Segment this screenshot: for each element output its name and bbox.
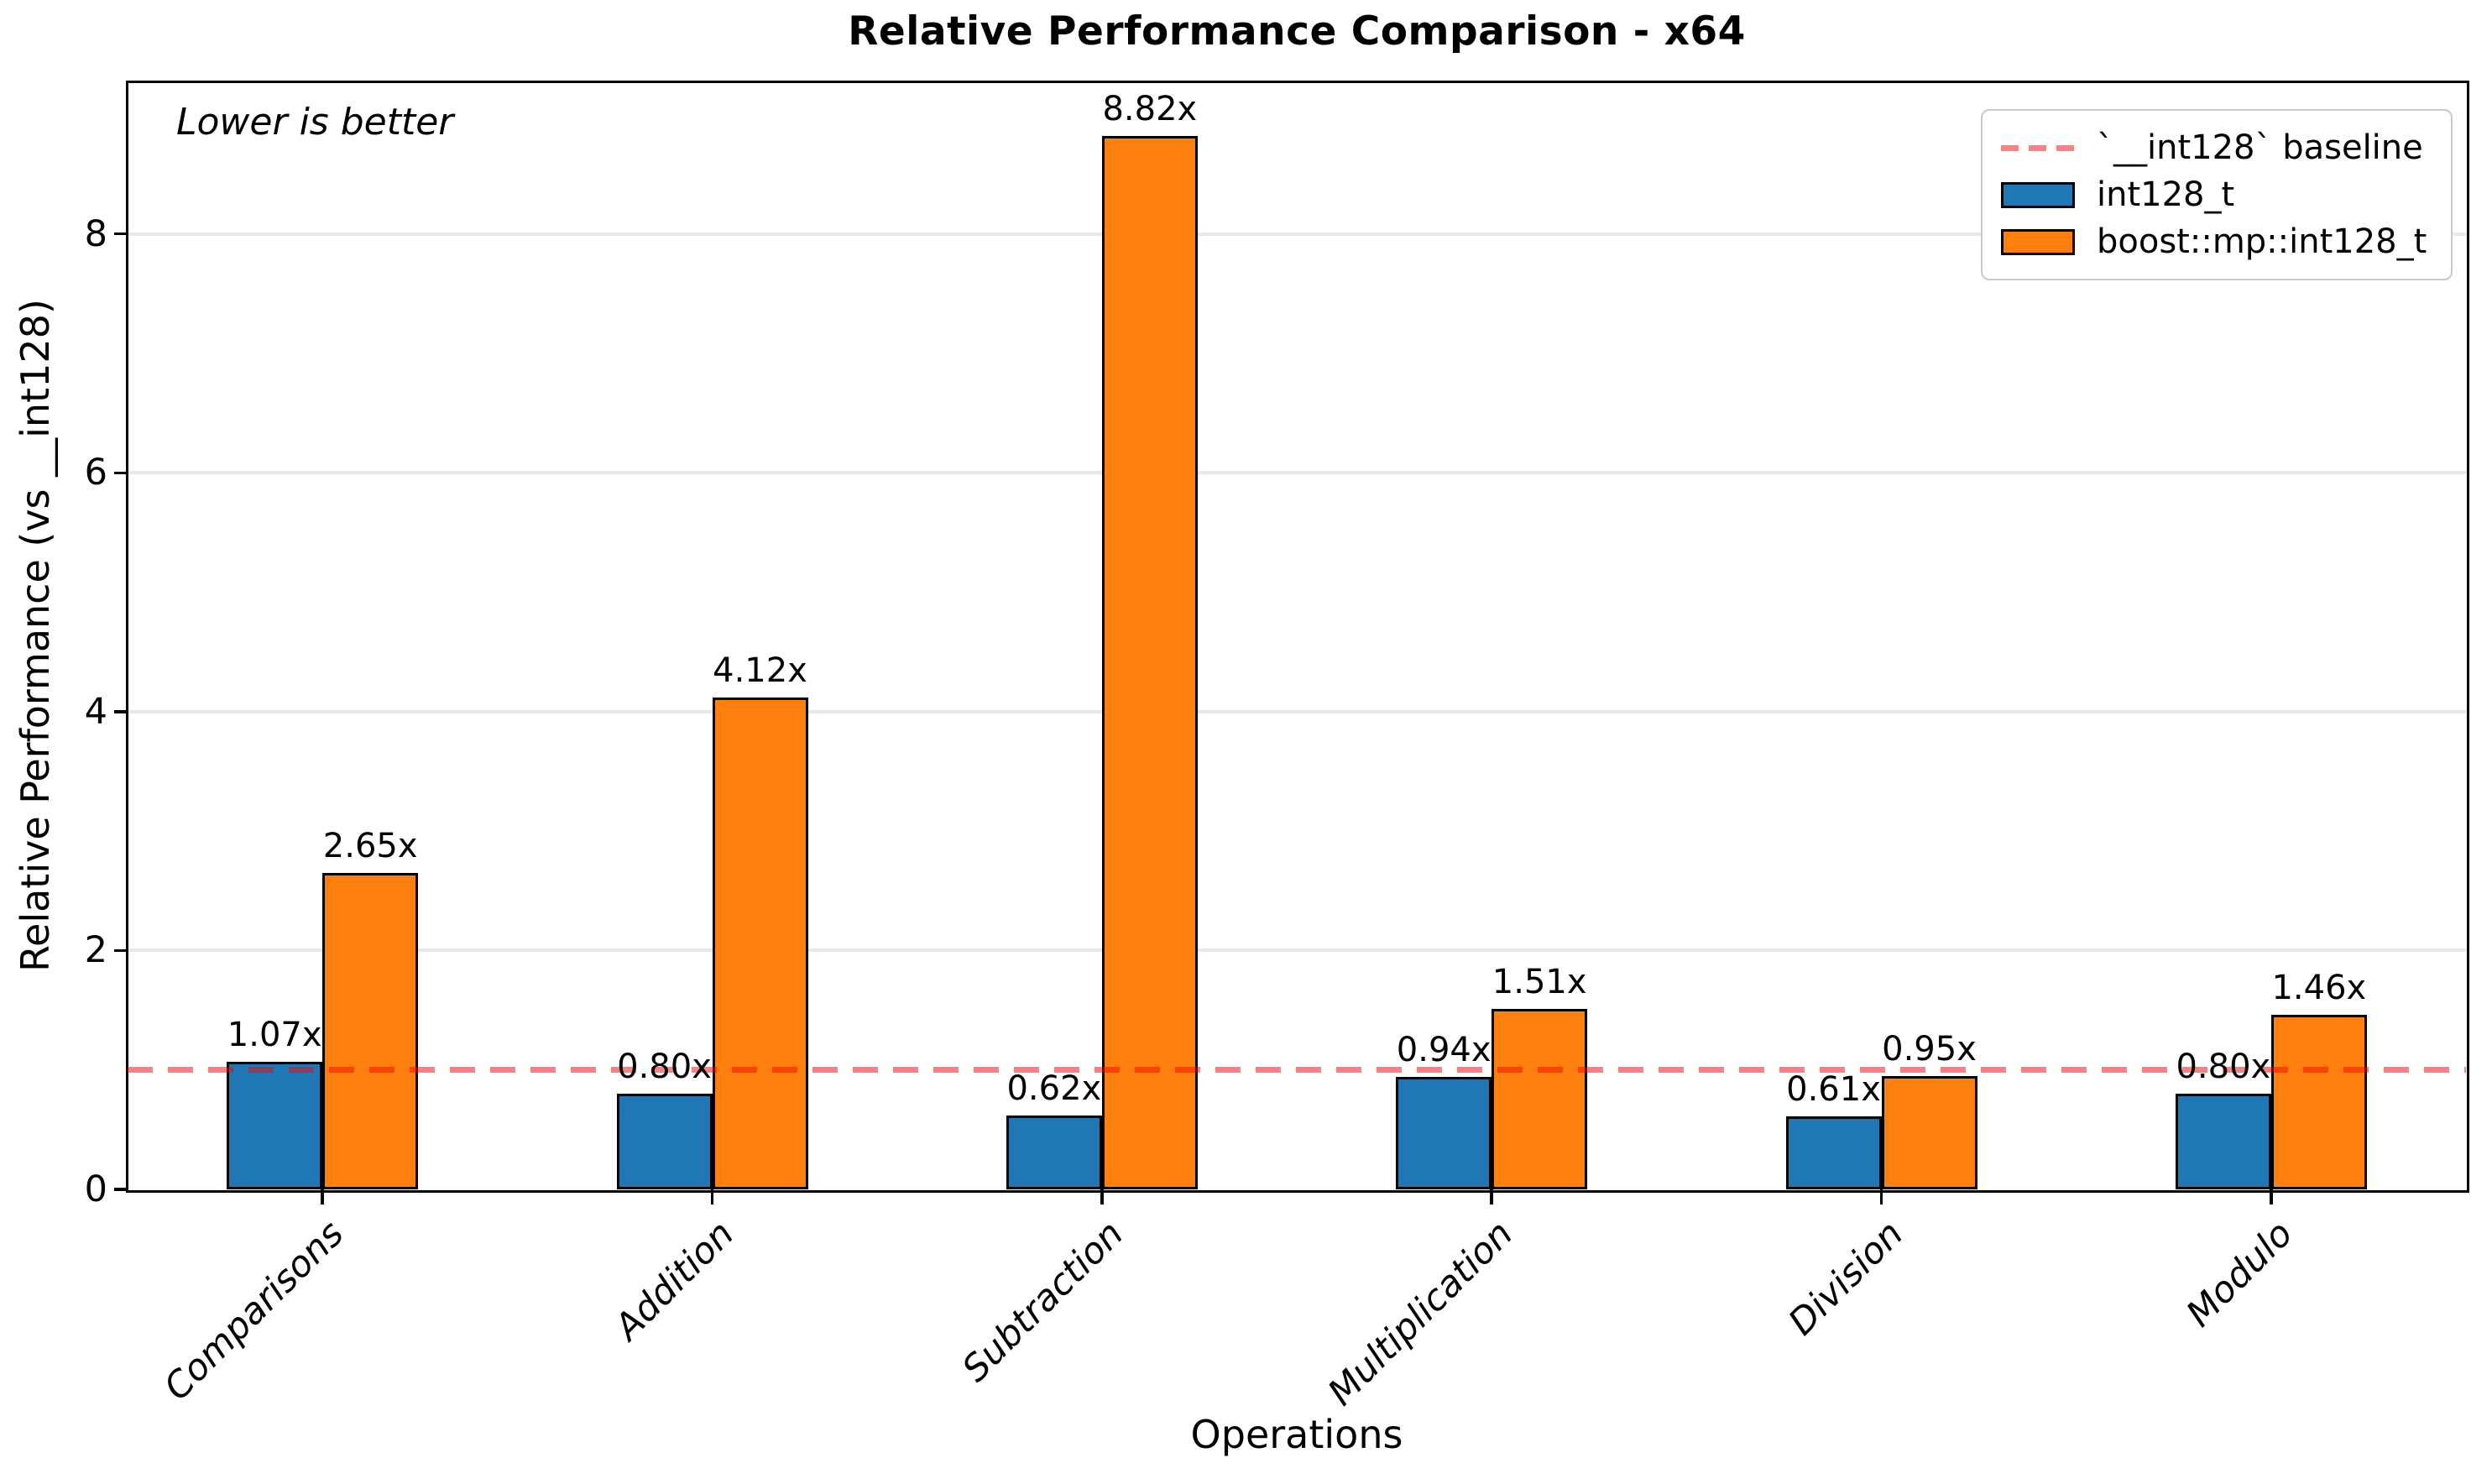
bar-int128-t-subtraction bbox=[1006, 1115, 1102, 1189]
bar-boost-mp-int128-t-comparisons bbox=[322, 872, 419, 1189]
bar-value-label-int128-t-addition: 0.80x bbox=[617, 1048, 712, 1087]
x-tick-multiplication bbox=[1490, 1189, 1493, 1204]
bar-value-label-boost-mp-int128-t-modulo: 1.46x bbox=[2271, 969, 2367, 1008]
x-axis-label: Operations bbox=[1190, 1412, 1403, 1457]
y-tick-0 bbox=[114, 1188, 128, 1191]
baseline-dashed-line bbox=[128, 1067, 2466, 1074]
x-tick-addition bbox=[710, 1189, 714, 1204]
y-axis-label: Relative Performance (vs __int128) bbox=[13, 299, 58, 972]
bar-value-label-boost-mp-int128-t-multiplication: 1.51x bbox=[1492, 963, 1587, 1002]
y-tick-label-4: 4 bbox=[84, 690, 107, 733]
bar-int128-t-modulo bbox=[2175, 1094, 2271, 1189]
y-tick-8 bbox=[114, 232, 128, 236]
bar-value-label-boost-mp-int128-t-addition: 4.12x bbox=[713, 651, 807, 690]
bar-value-label-boost-mp-int128-t-comparisons: 2.65x bbox=[322, 826, 418, 865]
bar-boost-mp-int128-t-multiplication bbox=[1492, 1009, 1588, 1189]
annotation-lower-is-better: Lower is better bbox=[176, 101, 454, 144]
bar-value-label-boost-mp-int128-t-division: 0.95x bbox=[1882, 1029, 1977, 1069]
legend-label-int128-t: int128_t bbox=[2097, 175, 2235, 214]
bar-value-label-int128-t-multiplication: 0.94x bbox=[1396, 1031, 1492, 1070]
bar-boost-mp-int128-t-division bbox=[1881, 1075, 1977, 1189]
x-tick-subtraction bbox=[1100, 1189, 1104, 1204]
legend: `__int128` baseline int128_t boost::mp::… bbox=[1981, 109, 2453, 280]
gridline-y-8 bbox=[128, 232, 2466, 236]
x-tick-modulo bbox=[2270, 1189, 2273, 1204]
y-tick-label-8: 8 bbox=[84, 212, 107, 255]
chart-title: Relative Performance Comparison - x64 bbox=[848, 8, 1746, 55]
legend-item-boost-mp-int128-t: boost::mp::int128_t bbox=[2001, 218, 2434, 265]
legend-item-int128-t: int128_t bbox=[2001, 171, 2434, 218]
bar-int128-t-division bbox=[1785, 1116, 1882, 1189]
y-tick-label-0: 0 bbox=[84, 1168, 107, 1210]
y-tick-6 bbox=[114, 471, 128, 475]
baseline-dash-sample-icon bbox=[2001, 144, 2075, 151]
y-tick-4 bbox=[114, 710, 128, 713]
orange-swatch-icon bbox=[2001, 228, 2075, 255]
blue-swatch-icon bbox=[2001, 181, 2075, 208]
y-tick-label-2: 2 bbox=[84, 929, 107, 972]
bar-int128-t-comparisons bbox=[227, 1061, 323, 1189]
y-tick-2 bbox=[114, 948, 128, 953]
gridline-y-2 bbox=[128, 948, 2466, 953]
x-tick-division bbox=[1879, 1189, 1883, 1204]
bar-int128-t-addition bbox=[616, 1094, 713, 1189]
bar-boost-mp-int128-t-addition bbox=[712, 697, 808, 1189]
bar-value-label-int128-t-comparisons: 1.07x bbox=[227, 1015, 322, 1054]
legend-label-baseline: `__int128` baseline bbox=[2097, 128, 2423, 167]
gridline-y-6 bbox=[128, 471, 2466, 475]
bar-value-label-int128-t-subtraction: 0.62x bbox=[1006, 1069, 1102, 1108]
x-tick-comparisons bbox=[321, 1189, 324, 1204]
legend-item-baseline: `__int128` baseline bbox=[2001, 124, 2434, 171]
bar-boost-mp-int128-t-modulo bbox=[2270, 1015, 2367, 1189]
bar-value-label-int128-t-division: 0.61x bbox=[1786, 1070, 1881, 1110]
bar-boost-mp-int128-t-subtraction bbox=[1101, 136, 1198, 1189]
legend-label-boost-mp-int128-t: boost::mp::int128_t bbox=[2097, 222, 2427, 261]
y-tick-label-6: 6 bbox=[84, 452, 107, 494]
bar-value-label-boost-mp-int128-t-subtraction: 8.82x bbox=[1102, 90, 1198, 129]
bar-int128-t-multiplication bbox=[1396, 1077, 1492, 1189]
bar-value-label-int128-t-modulo: 0.80x bbox=[2176, 1048, 2271, 1087]
gridline-y-4 bbox=[128, 709, 2466, 713]
